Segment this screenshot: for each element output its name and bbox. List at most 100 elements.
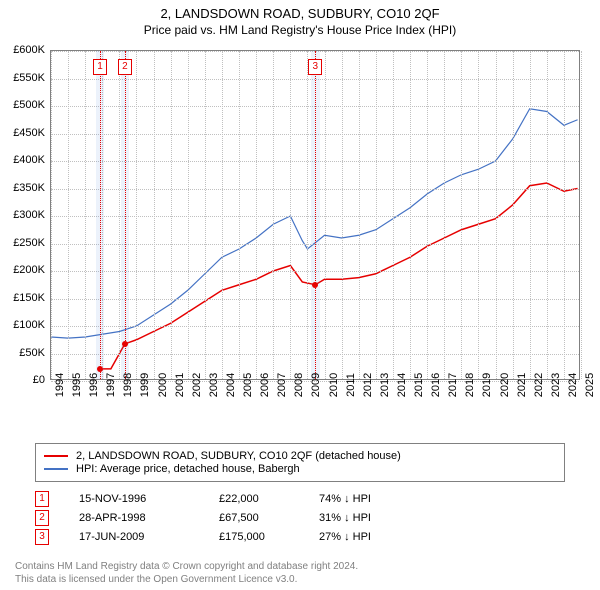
y-axis-label: £600K [13,44,45,56]
footer-attribution: Contains HM Land Registry data © Crown c… [15,560,358,586]
event-marker: 1 [93,59,107,75]
gridline-vertical [239,51,240,379]
event-line [100,51,101,379]
x-axis-label: 2019 [481,373,493,397]
legend-item-hpi: HPI: Average price, detached house, Babe… [44,463,556,475]
chart-subtitle: Price paid vs. HM Land Registry's House … [0,23,600,37]
footer-line: Contains HM Land Registry data © Crown c… [15,560,358,573]
x-axis-label: 1997 [105,373,117,397]
x-axis-label: 2013 [379,373,391,397]
gridline-vertical [325,51,326,379]
x-axis-label: 2010 [328,373,340,397]
y-axis-label: £200K [13,264,45,276]
gridline-vertical [68,51,69,379]
y-axis-label: £250K [13,237,45,249]
gridline-vertical [461,51,462,379]
gridline-vertical [342,51,343,379]
x-axis-label: 1998 [122,373,134,397]
x-axis-label: 2004 [225,373,237,397]
gridline-vertical [564,51,565,379]
event-number-badge: 2 [35,510,49,526]
event-price: £67,500 [219,512,319,524]
event-pct: 31% ↓ HPI [319,512,419,524]
x-axis-label: 2022 [533,373,545,397]
gridline-vertical [547,51,548,379]
x-axis-label: 2001 [174,373,186,397]
gridline-vertical [273,51,274,379]
y-axis-label: £450K [13,127,45,139]
event-pct: 27% ↓ HPI [319,531,419,543]
legend-item-property: 2, LANDSDOWN ROAD, SUDBURY, CO10 2QF (de… [44,450,556,462]
x-axis-label: 2011 [345,373,357,397]
chart-container: 2, LANDSDOWN ROAD, SUDBURY, CO10 2QF Pri… [0,0,600,590]
series-line-property [100,183,578,369]
legend-swatch [44,455,68,457]
events-table: 1 15-NOV-1996£22,00074% ↓ HPI 2 28-APR-1998… [35,488,419,548]
event-date: 17-JUN-2009 [79,531,219,543]
event-row: 2 28-APR-1998£67,50031% ↓ HPI [35,510,419,526]
x-axis-label: 1995 [71,373,83,397]
event-line [315,51,316,379]
gridline-vertical [222,51,223,379]
gridline-vertical [359,51,360,379]
x-axis-label: 2002 [191,373,203,397]
data-point [122,341,128,347]
gridline-vertical [154,51,155,379]
x-axis-label: 2015 [413,373,425,397]
gridline-vertical [85,51,86,379]
y-axis-label: £50K [19,347,45,359]
x-axis-label: 2000 [157,373,169,397]
legend-label: 2, LANDSDOWN ROAD, SUDBURY, CO10 2QF (de… [76,450,401,462]
gridline-vertical [581,51,582,379]
x-axis-label: 1994 [54,373,66,397]
x-axis-label: 2016 [430,373,442,397]
event-price: £175,000 [219,531,319,543]
event-line [125,51,126,379]
x-axis-label: 2012 [362,373,374,397]
gridline-vertical [171,51,172,379]
event-pct: 74% ↓ HPI [319,493,419,505]
x-axis-label: 2021 [516,373,528,397]
gridline-vertical [478,51,479,379]
event-marker: 2 [118,59,132,75]
x-axis-label: 2009 [310,373,322,397]
footer-line: This data is licensed under the Open Gov… [15,573,358,586]
data-point [312,282,318,288]
x-axis-label: 2024 [567,373,579,397]
gridline-vertical [290,51,291,379]
x-axis-label: 2018 [464,373,476,397]
x-axis-label: 2003 [208,373,220,397]
gridline-vertical [376,51,377,379]
event-number-badge: 3 [35,529,49,545]
gridline-vertical [205,51,206,379]
x-axis-label: 2014 [396,373,408,397]
y-axis-label: £150K [13,292,45,304]
y-axis-label: £400K [13,154,45,166]
gridline-vertical [496,51,497,379]
gridline-vertical [256,51,257,379]
y-axis-label: £500K [13,99,45,111]
event-date: 28-APR-1998 [79,512,219,524]
chart-title: 2, LANDSDOWN ROAD, SUDBURY, CO10 2QF [0,6,600,21]
title-area: 2, LANDSDOWN ROAD, SUDBURY, CO10 2QF Pri… [0,0,600,37]
gridline-vertical [444,51,445,379]
gridline-vertical [136,51,137,379]
y-axis-label: £550K [13,72,45,84]
y-axis-label: £100K [13,319,45,331]
gridline-vertical [51,51,52,379]
event-number-badge: 1 [35,491,49,507]
event-date: 15-NOV-1996 [79,493,219,505]
y-axis-label: £0 [33,374,45,386]
x-axis-label: 2007 [276,373,288,397]
x-axis-label: 2023 [550,373,562,397]
gridline-vertical [530,51,531,379]
event-price: £22,000 [219,493,319,505]
chart-area: 123 £0£50K£100K£150K£200K£250K£300K£350K… [50,50,580,410]
event-marker: 3 [308,59,322,75]
x-axis-label: 2008 [293,373,305,397]
gridline-vertical [307,51,308,379]
x-axis-label: 2017 [447,373,459,397]
plot-region: 12 3 [50,50,580,380]
gridline-vertical [410,51,411,379]
gridline-vertical [427,51,428,379]
